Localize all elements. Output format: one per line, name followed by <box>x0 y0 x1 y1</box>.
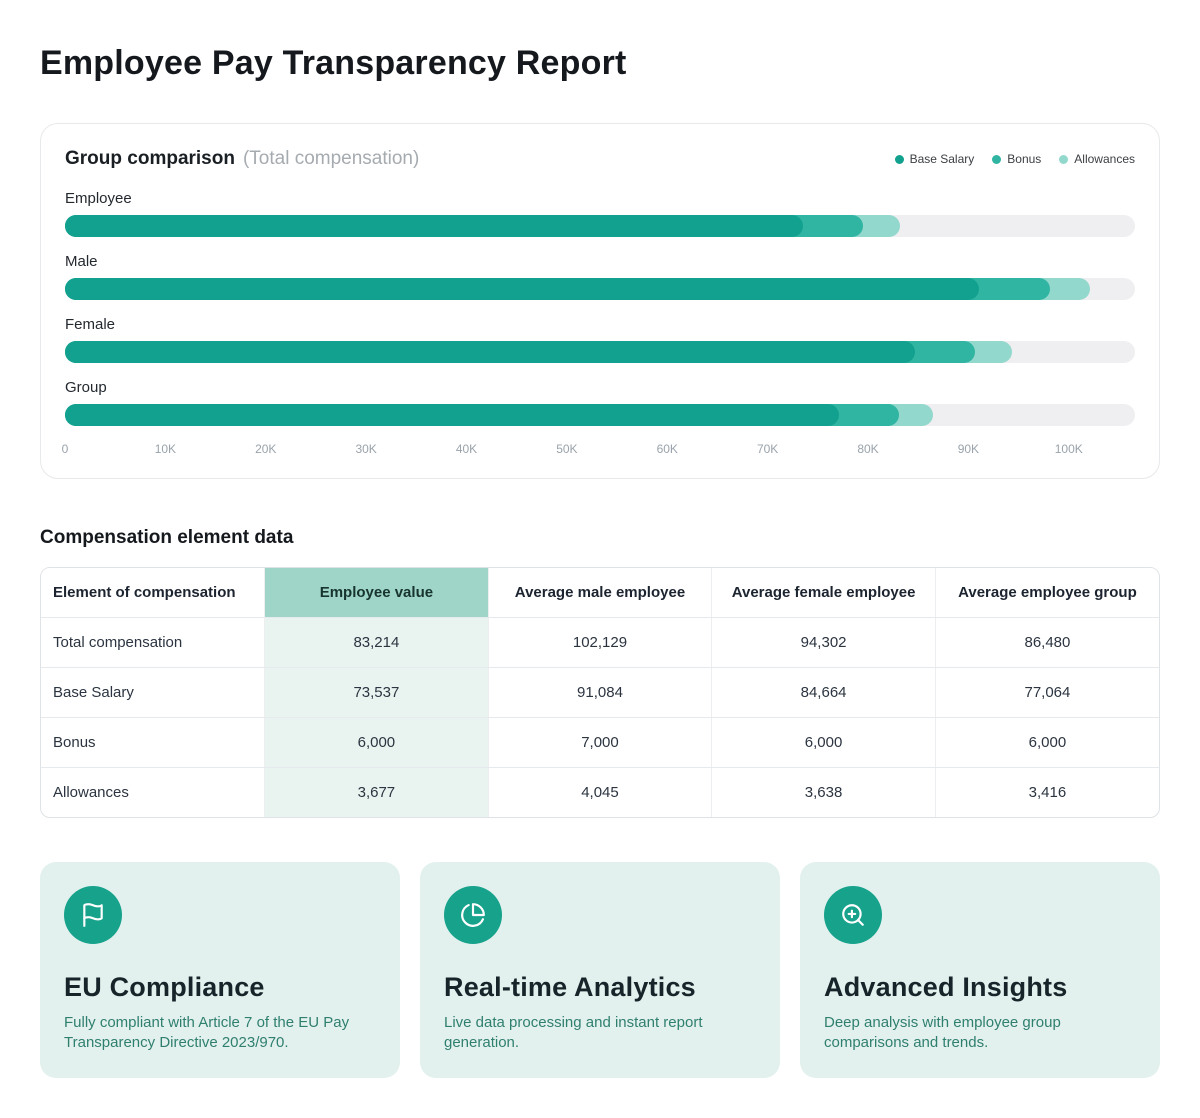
axis-tick-label: 80K <box>857 442 879 456</box>
group-comparison-card: Group comparison (Total compensation) Ba… <box>40 123 1160 479</box>
feature-card-real-time-analytics: Real-time Analytics Live data processing … <box>420 862 780 1078</box>
table-row-base-salary: Base Salary 73,537 91,084 84,664 77,064 <box>41 667 1159 718</box>
legend-item-bonus[interactable]: Bonus <box>992 152 1041 166</box>
bar-label: Group <box>65 379 107 396</box>
bar-track <box>65 215 1135 237</box>
feature-card-eu-compliance: EU Compliance Fully compliant with Articl… <box>40 862 400 1078</box>
row-value: 84,664 <box>711 667 936 718</box>
row-label: Total compensation <box>41 617 266 668</box>
row-label: Base Salary <box>41 667 266 718</box>
feature-card-advanced-insights: Advanced Insights Deep analysis with empl… <box>800 862 1160 1078</box>
axis-tick-label: 20K <box>255 442 277 456</box>
bar-segment-base-salary <box>65 278 980 300</box>
row-value: 3,416 <box>1028 784 1067 801</box>
axis-tick-label: 50K <box>556 442 578 456</box>
row-value: 77,064 <box>935 667 1159 718</box>
row-value: 7,000 <box>488 717 713 768</box>
axis-tick-label: 10K <box>154 442 177 456</box>
legend-dot <box>992 154 1002 164</box>
row-value: 4,045 <box>488 767 713 817</box>
chart-bars: Employee Male Female Group <box>65 190 1135 426</box>
bar-label: Female <box>65 316 116 333</box>
feature-card-title: Real-time Analytics <box>444 972 696 1002</box>
feature-card-description: Live data processing and instant report … <box>444 1014 703 1052</box>
bar-track <box>65 278 1135 300</box>
row-value: 3,677 <box>264 767 489 817</box>
feature-card-description: Fully compliant with Article 7 of the EU… <box>64 1014 350 1052</box>
table-header-average-employee-group: Average employee group <box>935 568 1159 618</box>
axis-tick-label: 40K <box>455 442 478 456</box>
bar-label: Employee <box>65 190 132 207</box>
chart-header: Group comparison (Total compensation) Ba… <box>65 148 1135 170</box>
row-value: 6,000 <box>935 717 1159 768</box>
axis-tick-label: 30K <box>355 442 377 456</box>
row-value: 91,084 <box>488 667 713 718</box>
axis-tick-label: 90K <box>957 442 980 456</box>
row-value: 3,638 <box>711 767 936 817</box>
table-row-bonus: Bonus 6,000 7,000 6,000 6,000 <box>41 717 1159 768</box>
feature-card-title: Advanced Insights <box>824 972 1068 1002</box>
bar-row-group: Group <box>65 379 1135 426</box>
table-body: Total compensation 83,214 102,129 94,302 86,… <box>41 617 1159 817</box>
compensation-table: Element of compensation Employee value Ave… <box>40 567 1160 818</box>
chart-title: Group comparison <box>65 148 235 169</box>
table-row-allowances: Allowances 3,677 4,045 3,638 3,416 <box>41 767 1159 817</box>
page-title: Employee Pay Transparency Report <box>40 44 627 82</box>
table-header-average-male-employee: Average male employee <box>488 568 713 618</box>
feature-cards: EU Compliance Fully compliant with Articl… <box>40 862 1160 1078</box>
table-row-total-compensation: Total compensation 83,214 102,129 94,302 86,… <box>41 617 1159 668</box>
bar-row-employee: Employee <box>65 190 1135 237</box>
chart-x-axis: 0 10K 20K 30K 40K 50K 60K 70K 80K 90K 100K <box>61 442 1135 460</box>
row-value: 86,480 <box>935 617 1159 668</box>
chart-subtitle: (Total compensation) <box>242 148 420 169</box>
row-value: 6,000 <box>711 717 936 768</box>
table-header-employee-value: Employee value <box>264 568 489 618</box>
axis-tick-label: 0 <box>61 442 69 456</box>
pie-chart-icon <box>444 886 502 944</box>
chart-titles: Group comparison (Total compensation) <box>65 148 419 170</box>
legend-dot <box>1059 154 1069 164</box>
row-label: Allowances <box>41 767 266 817</box>
bar-track <box>65 404 1135 426</box>
bar-segment-base-salary <box>65 341 915 363</box>
legend-item-allowances[interactable]: Allowances <box>1059 152 1135 166</box>
legend-label: Bonus <box>1007 152 1042 166</box>
table-header-average-female-employee: Average female employee <box>711 568 936 618</box>
table-header-element-of-compensation: Element of compensation <box>41 568 266 618</box>
table-header-row: Element of compensation Employee value Ave… <box>41 568 1159 618</box>
bar-segment-base-salary <box>65 404 839 426</box>
legend-item-base-salary[interactable]: Base Salary <box>894 152 975 166</box>
table-section-title: Compensation element data <box>40 527 294 548</box>
row-value: 83,214 <box>264 617 489 668</box>
bar-segment-base-salary <box>65 215 804 237</box>
axis-tick-label: 100K <box>1054 442 1083 456</box>
axis-tick-label: 70K <box>756 442 779 456</box>
row-value: 102,129 <box>488 617 713 668</box>
bar-row-male: Male <box>65 253 1135 300</box>
axis-tick-label: 60K <box>656 442 678 456</box>
flag-icon <box>64 886 122 944</box>
row-value: 6,000 <box>264 717 489 768</box>
row-value: 94,302 <box>711 617 936 668</box>
legend-dot <box>894 154 904 164</box>
feature-card-description: Deep analysis with employee group compar… <box>824 1014 1061 1052</box>
legend-label: Base Salary <box>909 152 975 166</box>
chart-legend: Base Salary Bonus Allowances <box>894 152 1135 166</box>
legend-label: Allowances <box>1074 152 1135 166</box>
row-label: Bonus <box>41 717 266 768</box>
row-value: 73,537 <box>264 667 489 718</box>
bar-label: Male <box>65 253 98 270</box>
feature-card-title: EU Compliance <box>64 972 265 1002</box>
bar-track <box>65 341 1135 363</box>
zoom-in-icon <box>824 886 882 944</box>
bar-row-female: Female <box>65 316 1135 363</box>
